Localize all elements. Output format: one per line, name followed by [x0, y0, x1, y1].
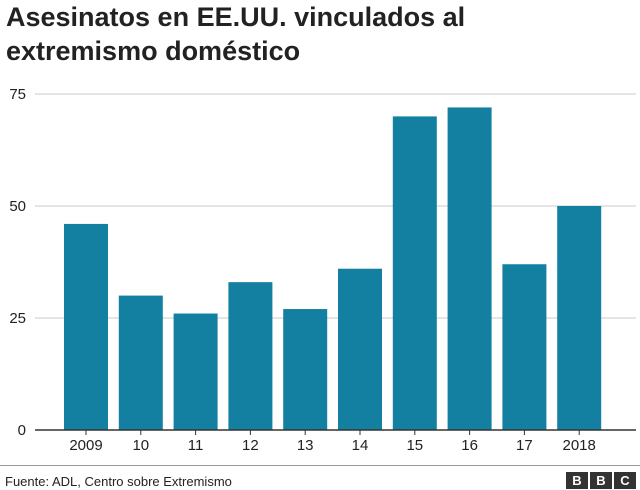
x-tick-label: 11: [188, 437, 204, 454]
bar: [118, 295, 163, 430]
y-tick-label: 25: [9, 310, 26, 327]
x-tick-label: 14: [352, 437, 369, 454]
x-tick-label: 2018: [563, 437, 596, 454]
x-tick-label: 10: [132, 437, 149, 454]
x-tick-label: 2009: [69, 437, 102, 454]
bbc-logo-block: C: [614, 472, 636, 489]
x-tick-label: 15: [406, 437, 423, 454]
chart-title-line-1: Asesinatos en EE.UU. vinculados al: [6, 2, 466, 32]
bar: [283, 309, 328, 430]
source-note: Fuente: ADL, Centro sobre Extremismo: [5, 474, 232, 489]
x-tick-label: 12: [242, 437, 259, 454]
bar-chart: 0 25 50 75 2009 10 11 12 13 14 15 16 17 2018: [9, 86, 636, 454]
chart-title-line-2: extremismo doméstico: [6, 36, 301, 66]
footer-divider: [0, 465, 640, 466]
x-tick-label: 16: [461, 437, 478, 454]
bbc-logo-block: B: [590, 472, 612, 489]
bar: [447, 107, 492, 430]
x-tick-label: 13: [297, 437, 314, 454]
bbc-logo-block: B: [566, 472, 588, 489]
chart-title: Asesinatos en EE.UU. vinculados al extre…: [6, 0, 626, 68]
y-tick-label: 50: [9, 198, 26, 215]
bar: [173, 313, 218, 430]
y-tick-label: 75: [9, 86, 26, 103]
bar: [392, 116, 437, 431]
bar: [228, 282, 273, 430]
bar: [557, 206, 602, 430]
bar: [64, 223, 108, 430]
x-tick-label: 17: [516, 437, 533, 454]
bar: [502, 264, 547, 430]
bbc-logo: B B C: [566, 472, 636, 489]
bar: [338, 268, 382, 430]
y-tick-label: 0: [18, 422, 26, 439]
